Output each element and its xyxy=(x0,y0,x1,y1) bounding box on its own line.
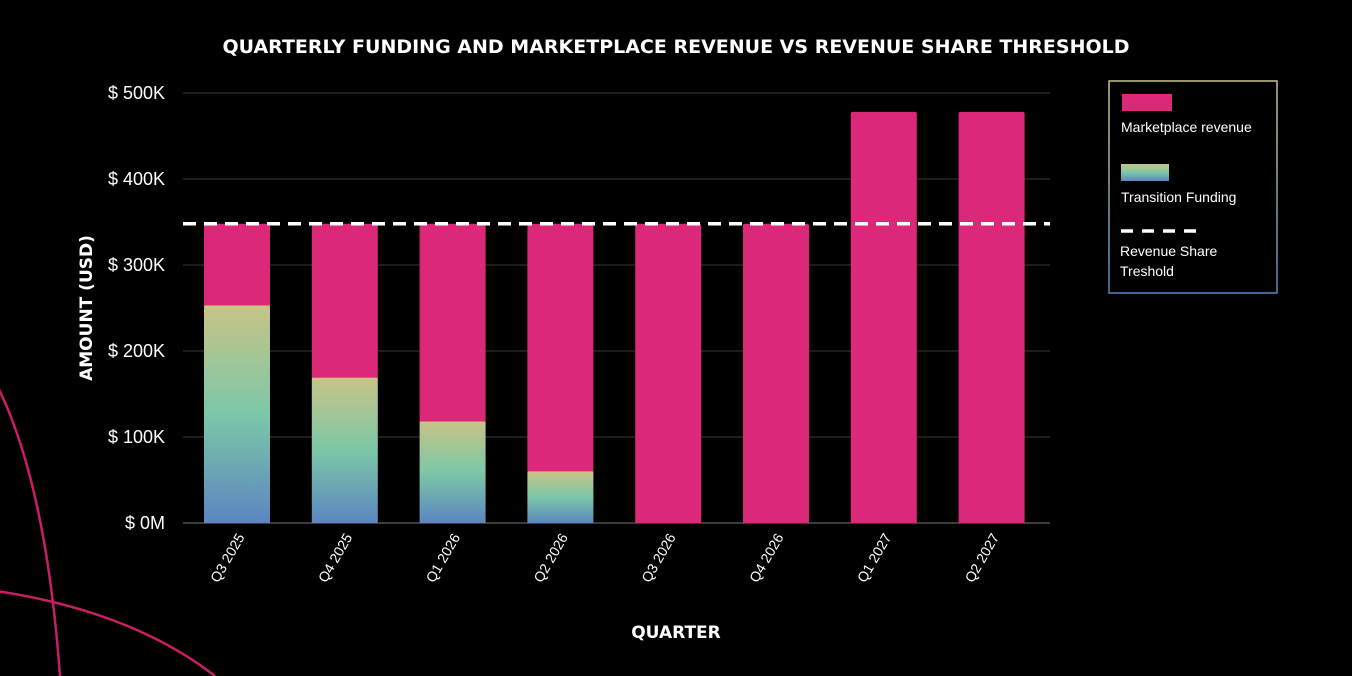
x-tick-label: Q3 2025 xyxy=(207,530,248,585)
legend-label-threshold: Revenue Share Treshold xyxy=(1120,243,1218,279)
x-axis-ticks: Q3 2025 Q4 2025 Q1 2026 Q2 2026 Q3 2026 Q4 20… xyxy=(207,530,1002,585)
bar-marketplace-q2-2027 xyxy=(958,111,1025,524)
bars xyxy=(204,111,1025,524)
legend-swatch-marketplace xyxy=(1122,94,1172,111)
y-tick-label: $ 300K xyxy=(108,255,165,275)
decorative-arcs xyxy=(0,388,216,676)
y-axis-title: AMOUNT (USD) xyxy=(77,235,97,381)
y-tick-label: $ 100K xyxy=(108,427,165,447)
bar-funding-q2-2026 xyxy=(527,471,594,523)
decor-arc-2 xyxy=(0,590,216,676)
legend: Marketplace revenue Transition Funding R… xyxy=(1108,80,1278,294)
bar-marketplace-q3-2025 xyxy=(204,223,270,306)
y-tick-label: $ 200K xyxy=(108,341,165,361)
x-axis-title: QUARTER xyxy=(631,623,721,643)
bar-marketplace-q4-2025 xyxy=(311,223,378,379)
x-tick-label: Q3 2026 xyxy=(638,530,679,585)
bar-marketplace-q3-2026 xyxy=(635,223,702,524)
legend-box xyxy=(1108,80,1278,294)
x-tick-label: Q4 2025 xyxy=(315,530,356,585)
x-tick-label: Q1 2026 xyxy=(422,530,463,585)
decor-arc-1 xyxy=(0,388,62,676)
bar-marketplace-q4-2026 xyxy=(743,223,809,524)
bar-marketplace-q1-2026 xyxy=(419,223,486,423)
y-tick-label: $ 500K xyxy=(108,83,165,103)
x-tick-label: Q1 2027 xyxy=(854,530,895,585)
legend-label-marketplace: Marketplace revenue xyxy=(1121,119,1252,135)
chart-title: QUARTERLY FUNDING AND MARKETPLACE REVENU… xyxy=(222,36,1129,58)
y-tick-label: $ 0M xyxy=(125,513,165,533)
y-axis-ticks: $ 0M $ 100K $ 200K $ 300K $ 400K $ 500K xyxy=(108,83,165,533)
x-tick-label: Q4 2026 xyxy=(746,530,787,585)
bar-funding-q3-2025 xyxy=(204,305,270,523)
x-tick-label: Q2 2027 xyxy=(961,530,1002,585)
y-tick-label: $ 400K xyxy=(108,169,165,189)
bar-funding-q1-2026 xyxy=(419,421,486,523)
bar-funding-q4-2025 xyxy=(311,377,378,523)
legend-swatch-funding xyxy=(1121,164,1169,181)
legend-label-funding: Transition Funding xyxy=(1121,189,1236,205)
bar-marketplace-q2-2026 xyxy=(527,223,594,472)
bar-marketplace-q1-2027 xyxy=(850,111,917,524)
x-tick-label: Q2 2026 xyxy=(530,530,571,585)
